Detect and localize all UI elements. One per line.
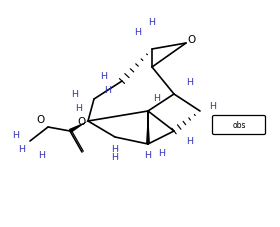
Text: H: H xyxy=(209,101,216,110)
Text: H: H xyxy=(76,103,83,112)
Text: H: H xyxy=(13,131,20,140)
Text: O: O xyxy=(36,114,44,124)
Text: H: H xyxy=(144,151,151,160)
Text: H: H xyxy=(148,17,155,26)
Text: O: O xyxy=(78,116,86,126)
Text: H: H xyxy=(104,85,111,94)
FancyBboxPatch shape xyxy=(213,116,265,135)
Text: H: H xyxy=(39,151,46,160)
Text: H: H xyxy=(134,27,141,36)
Text: H: H xyxy=(153,93,160,102)
Polygon shape xyxy=(69,121,88,133)
Text: O: O xyxy=(188,35,196,45)
Text: H: H xyxy=(71,89,78,98)
Text: H: H xyxy=(111,153,118,162)
Text: H: H xyxy=(101,71,108,80)
Text: H: H xyxy=(18,145,25,154)
Text: H: H xyxy=(158,149,165,158)
Text: H: H xyxy=(111,145,118,154)
Text: obs: obs xyxy=(232,121,246,130)
Text: H: H xyxy=(186,137,193,146)
Polygon shape xyxy=(146,111,150,144)
Text: H: H xyxy=(186,77,193,86)
